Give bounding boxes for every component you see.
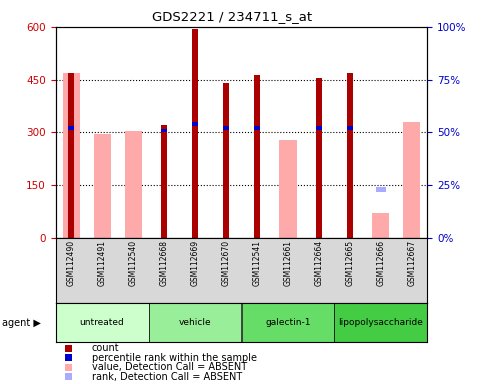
Text: GSM112491: GSM112491	[98, 240, 107, 286]
Bar	[347, 126, 354, 130]
Bar	[403, 122, 421, 238]
Text: lipopolysaccharide: lipopolysaccharide	[339, 318, 424, 327]
Bar	[192, 122, 199, 126]
Text: vehicle: vehicle	[179, 318, 212, 327]
Bar	[347, 73, 353, 238]
Bar	[161, 126, 167, 238]
Text: GSM112665: GSM112665	[345, 240, 355, 286]
Text: GSM112541: GSM112541	[253, 240, 261, 286]
Text: GSM112667: GSM112667	[408, 240, 416, 286]
Text: GSM112670: GSM112670	[222, 240, 230, 286]
Bar	[192, 29, 198, 238]
Bar	[223, 126, 229, 130]
Bar	[68, 73, 74, 238]
Text: GSM112490: GSM112490	[67, 240, 75, 286]
Text: count: count	[92, 343, 119, 353]
Bar	[280, 139, 297, 238]
Text: rank, Detection Call = ABSENT: rank, Detection Call = ABSENT	[92, 372, 242, 382]
Text: galectin-1: galectin-1	[265, 318, 311, 327]
Text: GSM112540: GSM112540	[128, 240, 138, 286]
Text: GDS2221 / 234711_s_at: GDS2221 / 234711_s_at	[152, 10, 312, 23]
Bar	[315, 126, 322, 130]
Bar	[125, 131, 142, 238]
Text: GSM112668: GSM112668	[159, 240, 169, 286]
Bar	[68, 126, 74, 130]
Text: agent ▶: agent ▶	[2, 318, 41, 328]
Text: GSM112661: GSM112661	[284, 240, 293, 286]
Bar	[56, 303, 149, 342]
Text: value, Detection Call = ABSENT: value, Detection Call = ABSENT	[92, 362, 247, 372]
Bar	[242, 303, 334, 342]
Text: GSM112669: GSM112669	[190, 240, 199, 286]
Bar	[254, 75, 260, 238]
Bar	[334, 303, 427, 342]
Text: untreated: untreated	[80, 318, 125, 327]
Text: GSM112664: GSM112664	[314, 240, 324, 286]
Text: percentile rank within the sample: percentile rank within the sample	[92, 353, 257, 363]
Text: GSM112666: GSM112666	[376, 240, 385, 286]
Bar	[62, 73, 80, 238]
Bar	[254, 126, 260, 130]
Bar	[372, 214, 389, 238]
Bar	[149, 303, 242, 342]
Bar	[316, 78, 322, 238]
Bar	[376, 187, 386, 192]
Bar	[223, 83, 229, 238]
Bar	[161, 129, 168, 132]
Bar	[94, 134, 111, 238]
